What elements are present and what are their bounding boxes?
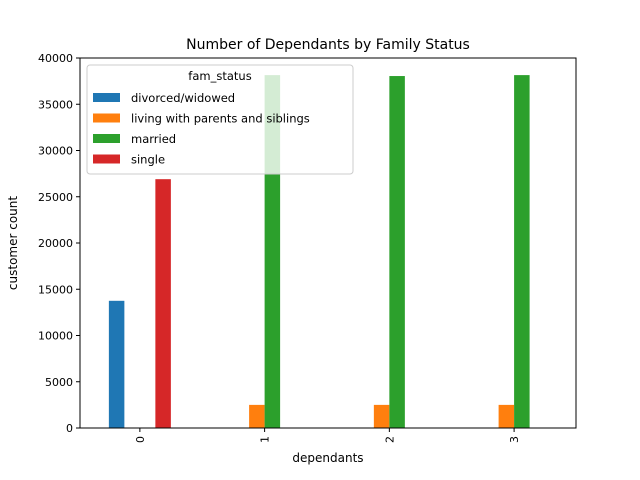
y-tick-label: 25000 [38,191,73,204]
y-tick-label: 15000 [38,283,73,296]
legend-swatch [93,93,120,102]
bar-living-with-parents-and-siblings-1 [249,404,265,429]
bar-living-with-parents-and-siblings-3 [498,404,515,429]
bar-married-3 [514,75,530,429]
legend-title: fam_status [188,69,251,83]
legend-swatch [93,113,120,123]
x-axis: 0 1 2 3 [134,428,521,443]
y-tick-label: 20000 [38,237,73,250]
legend-label: living with parents and siblings [131,112,310,126]
x-tick-label: 2 [383,436,396,443]
legend-swatch [93,154,120,164]
y-tick-label: 10000 [38,330,73,343]
legend-label: married [131,132,176,146]
y-tick-label: 30000 [38,145,73,158]
x-tick-label: 3 [508,436,521,443]
y-tick-label: 5000 [45,376,73,389]
chart-title: Number of Dependants by Family Status [186,37,470,53]
legend-swatch [93,134,120,143]
x-axis-label: dependants [292,451,363,465]
y-tick-label: 40000 [38,52,73,65]
bar-divorced-widowed-0 [108,300,125,428]
y-tick-label: 35000 [38,98,73,111]
bar-single-0 [155,179,171,428]
legend-box [86,64,354,175]
y-axis-label: customer count [6,196,20,290]
x-tick-label: 1 [259,436,272,443]
y-tick-label: 0 [66,422,73,435]
y-axis: 0 5000 10000 15000 20000 25000 30000 35000 40000 [38,52,80,435]
bar-married-2 [389,76,405,428]
legend-label: single [131,153,165,167]
bar-living-with-parents-and-siblings-2 [373,404,390,429]
legend: fam_status divorced/widowed living with p… [86,64,354,175]
legend-label: divorced/widowed [131,91,235,105]
x-tick-label: 0 [134,436,147,443]
